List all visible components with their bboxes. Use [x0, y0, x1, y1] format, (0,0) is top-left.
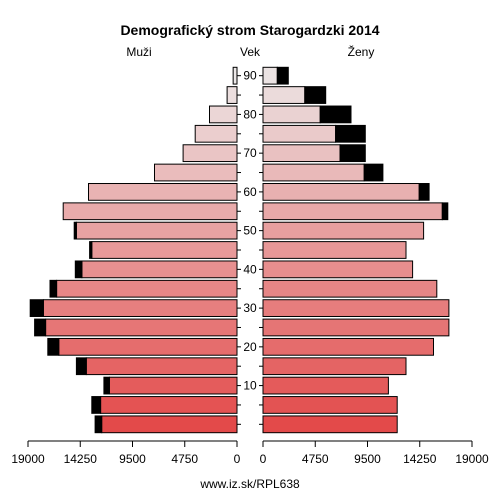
female-bar-25-29	[262, 318, 450, 337]
female-bar-90+	[262, 66, 278, 85]
male-bar-40-44	[81, 260, 238, 279]
x-tick-label: 14250	[64, 452, 98, 466]
male-bar-15-19	[85, 357, 238, 376]
x-tick-label: 0	[234, 452, 241, 466]
x-tick-label: 4750	[302, 452, 329, 466]
male-side-label: Muži	[126, 45, 151, 59]
male-bar-55-59	[62, 202, 238, 221]
female-bar-0-4	[262, 415, 398, 434]
age-tick-label: 30	[243, 301, 257, 315]
male-bar-0-4	[101, 415, 238, 434]
x-axis-female: 0 4750 9500 14250 19000	[260, 440, 489, 466]
female-bar-40-44	[262, 260, 414, 279]
age-axis: 90 80 70 60 50 40 30 20 10	[237, 69, 263, 425]
female-bar-65-69	[262, 163, 365, 182]
male-bar-85-89	[226, 86, 238, 104]
male-excess-0-4	[94, 415, 103, 434]
male-bar-35-39	[56, 279, 238, 298]
male-bar-50-54	[75, 221, 238, 240]
female-bar-35-39	[262, 279, 438, 298]
x-tick-label: 0	[260, 452, 267, 466]
male-bar-20-24	[58, 337, 238, 356]
male-excess-45-49	[89, 241, 93, 259]
male-excess-25-29	[34, 318, 47, 337]
female-bars-group	[262, 66, 450, 434]
age-tick-label: 50	[243, 224, 257, 238]
male-excess-50-54	[73, 221, 77, 240]
male-bar-75-79	[194, 124, 238, 143]
female-bar-60-64	[262, 183, 420, 201]
male-excess-30-34	[29, 299, 44, 317]
female-bar-20-24	[262, 337, 434, 356]
male-bar-45-49	[91, 241, 238, 259]
male-excess-15-19	[75, 357, 87, 376]
female-excess-70-74	[339, 144, 366, 163]
female-bar-45-49	[262, 241, 407, 259]
female-bar-10-14	[262, 376, 389, 395]
source-label: www.iz.sk/RPL638	[199, 477, 300, 491]
age-tick-label: 80	[243, 107, 257, 121]
chart-title: Demografický strom Starogardzki 2014	[120, 22, 379, 38]
age-tick-label: 20	[243, 340, 257, 354]
x-tick-label: 9500	[119, 452, 146, 466]
female-bar-50-54	[262, 221, 425, 240]
male-bar-65-69	[154, 163, 238, 182]
x-axis-male: 19000 14250 9500 4750 0	[11, 440, 241, 466]
age-tick-label: 90	[243, 69, 257, 83]
female-bar-75-79	[262, 124, 337, 143]
x-tick-label: 19000	[11, 452, 45, 466]
male-bars-group	[29, 66, 238, 434]
age-tick-label: 60	[243, 185, 257, 199]
male-bar-5-9	[100, 396, 238, 414]
female-excess-65-69	[363, 163, 384, 182]
male-excess-35-39	[49, 279, 58, 298]
male-excess-40-44	[74, 260, 83, 279]
male-excess-5-9	[91, 396, 102, 414]
x-tick-label: 9500	[354, 452, 381, 466]
age-tick-label: 10	[243, 379, 257, 393]
female-bar-55-59	[262, 202, 443, 221]
female-bar-85-89	[262, 86, 306, 104]
male-bar-25-29	[45, 318, 238, 337]
x-tick-label: 4750	[171, 452, 198, 466]
female-excess-60-64	[418, 183, 430, 201]
x-tick-label: 14250	[403, 452, 437, 466]
x-tick-label: 19000	[455, 452, 489, 466]
female-excess-80-84	[319, 105, 352, 124]
male-bar-90+	[232, 66, 238, 85]
male-bar-70-74	[182, 144, 238, 163]
age-axis-label: Vek	[240, 45, 261, 59]
male-excess-20-24	[47, 337, 60, 356]
female-excess-90+	[276, 66, 289, 85]
male-bar-80-84	[209, 105, 238, 124]
age-tick-label: 70	[243, 146, 257, 160]
female-bar-15-19	[262, 357, 407, 376]
female-excess-55-59	[441, 202, 449, 221]
male-bar-60-64	[88, 183, 238, 201]
female-excess-75-79	[335, 124, 366, 143]
female-side-label: Ženy	[348, 44, 375, 59]
female-bar-30-34	[262, 299, 450, 317]
female-excess-85-89	[304, 86, 327, 104]
female-bar-70-74	[262, 144, 341, 163]
female-bar-80-84	[262, 105, 321, 124]
male-excess-10-14	[103, 376, 110, 395]
female-bar-5-9	[262, 396, 398, 414]
age-tick-label: 40	[243, 262, 257, 276]
male-bar-10-14	[108, 376, 238, 395]
male-bar-30-34	[42, 299, 238, 317]
